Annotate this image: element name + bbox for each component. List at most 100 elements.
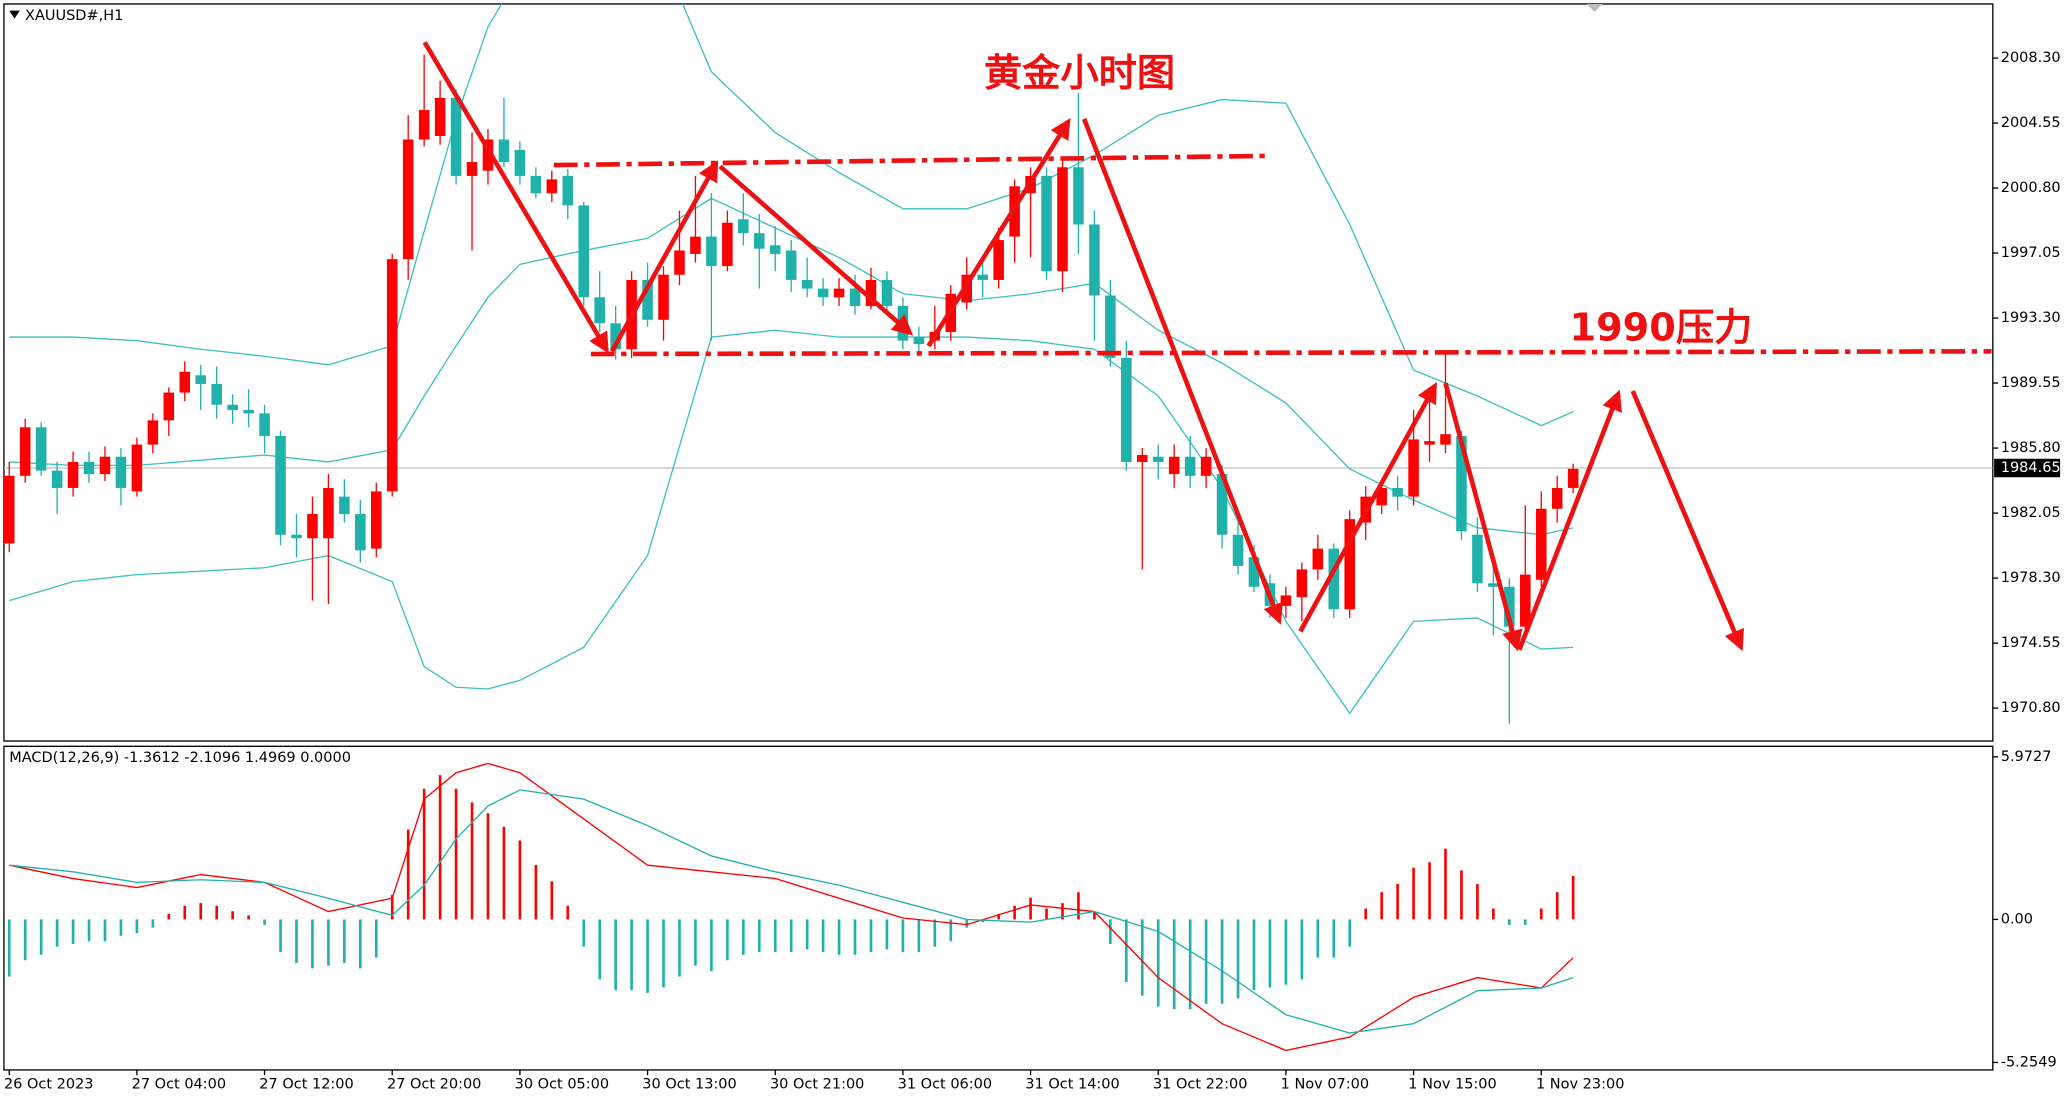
x-tick-label: 27 Oct 12:00 xyxy=(259,1076,353,1092)
candle-body xyxy=(1312,548,1324,570)
y-tick-label: 2008.30 xyxy=(2001,50,2061,66)
candle-body xyxy=(1089,224,1100,296)
candle-body xyxy=(658,274,669,320)
macd-bar xyxy=(1571,875,1575,920)
macd-bar xyxy=(1061,903,1064,920)
macd-bar xyxy=(1332,919,1336,958)
macd-bar xyxy=(1125,919,1128,983)
candle-body xyxy=(3,475,15,544)
macd-bar xyxy=(295,919,298,963)
macd-bar xyxy=(103,919,107,942)
macd-bar xyxy=(566,905,570,920)
candle-body xyxy=(785,250,797,280)
macd-bar xyxy=(1029,897,1032,920)
candle-body xyxy=(993,240,1004,280)
macd-bar xyxy=(502,826,506,920)
macd-bar xyxy=(1236,919,1240,999)
macd-bar xyxy=(55,919,59,947)
x-tick-label: 31 Oct 06:00 xyxy=(898,1076,992,1092)
macd-bar xyxy=(789,919,793,953)
candle-body xyxy=(259,413,270,436)
macd-bar xyxy=(933,919,937,947)
x-tick-label: 26 Oct 2023 xyxy=(4,1076,94,1092)
macd-bar xyxy=(773,919,777,953)
candle-body xyxy=(450,97,462,176)
macd-bar xyxy=(151,919,155,928)
candle-body xyxy=(1057,167,1068,272)
macd-bar xyxy=(183,905,187,920)
candle-body xyxy=(163,392,175,421)
candle-body xyxy=(769,245,781,254)
candle-body xyxy=(1232,534,1244,566)
macd-bar xyxy=(135,919,139,934)
y-tick-label: 1985.80 xyxy=(2001,440,2061,456)
trend-arrow xyxy=(1298,382,1437,633)
resistance-line xyxy=(590,349,1992,357)
macd-bar xyxy=(1508,919,1511,925)
macd-bar xyxy=(358,919,362,969)
macd-bar xyxy=(853,919,857,955)
candle-body xyxy=(1344,519,1356,610)
macd-bar xyxy=(327,919,330,966)
macd-bar xyxy=(1523,919,1527,925)
macd-bar xyxy=(1460,870,1463,920)
macd-bar xyxy=(486,813,490,920)
annotations: 黄金小时图 1990压力 xyxy=(422,41,1992,652)
macd-bar xyxy=(646,919,649,993)
trend-arrow xyxy=(609,160,719,353)
candle-body xyxy=(1520,574,1531,627)
candle-body xyxy=(1137,455,1148,462)
macd-bar xyxy=(550,881,554,920)
macd-bar xyxy=(837,919,841,955)
band-upper xyxy=(9,3,1574,427)
macd-bar xyxy=(805,919,809,950)
candle-body xyxy=(386,259,398,492)
macd-bar xyxy=(949,919,953,942)
y-tick-label: 1982.05 xyxy=(2001,505,2061,521)
macd-bar xyxy=(1140,919,1144,996)
macd-bar xyxy=(821,919,825,953)
macd-bar xyxy=(694,919,697,966)
candle-body xyxy=(562,175,574,206)
macd-bar xyxy=(582,919,586,947)
candle-body xyxy=(1280,595,1292,606)
candle-body xyxy=(307,513,318,539)
macd-bar xyxy=(390,894,394,920)
macd-bar xyxy=(726,919,729,961)
candle-body xyxy=(211,383,222,405)
candle-body xyxy=(19,427,31,476)
macd-bar xyxy=(406,829,410,920)
candle-body xyxy=(1535,508,1547,580)
candle-body xyxy=(546,179,558,194)
macd-bar xyxy=(374,919,378,958)
macd-bar xyxy=(1252,919,1256,991)
candle-body xyxy=(881,279,893,306)
macd-bar xyxy=(901,919,905,953)
y-tick-label: 1997.05 xyxy=(2001,245,2061,261)
candle-body xyxy=(1456,435,1467,532)
candle-body xyxy=(1248,557,1260,587)
x-tick-label: 31 Oct 14:00 xyxy=(1025,1076,1119,1092)
shift-marker xyxy=(1586,3,1603,12)
macd-bar xyxy=(119,919,123,936)
menu-triangle[interactable] xyxy=(9,10,20,19)
macd-bar xyxy=(678,919,681,977)
current-price-label: 1984.65 xyxy=(2001,460,2061,476)
macd-line xyxy=(9,762,1574,1052)
candle-body xyxy=(179,371,191,393)
macd-bar xyxy=(1380,892,1383,920)
candle-body xyxy=(1472,534,1483,584)
candle-body xyxy=(371,491,382,549)
macd-bar xyxy=(1172,919,1176,1010)
macd-bar xyxy=(215,905,219,920)
macd-bar xyxy=(470,802,474,920)
candle-body xyxy=(1440,434,1451,445)
macd-bar xyxy=(965,919,969,928)
macd-bar xyxy=(422,788,426,920)
macd-bar xyxy=(757,919,761,953)
macd-bar xyxy=(1156,919,1160,1007)
trend-arrow xyxy=(1443,382,1523,652)
symbol-label: XAUUSD#,H1 xyxy=(25,8,123,24)
macd-bar xyxy=(1555,892,1559,920)
